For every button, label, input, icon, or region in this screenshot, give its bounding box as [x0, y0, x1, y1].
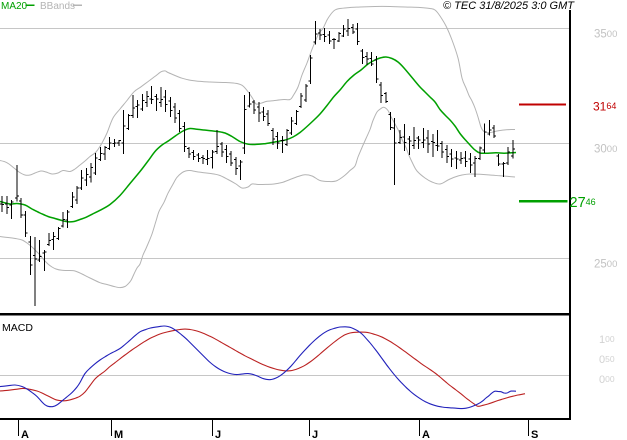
svg-text:MA20: MA20 [1, 1, 28, 12]
svg-text:050: 050 [599, 354, 615, 366]
svg-text:3500: 3500 [594, 29, 617, 41]
svg-text:M: M [114, 429, 123, 440]
svg-text:100: 100 [599, 334, 615, 346]
svg-text:MACD: MACD [2, 322, 33, 334]
svg-text:3164: 3164 [593, 100, 616, 114]
svg-text:3000: 3000 [594, 144, 617, 156]
svg-text:J: J [215, 429, 221, 440]
svg-text:S: S [531, 429, 538, 440]
svg-text:© TEC 31/8/2025 3:0 GMT: © TEC 31/8/2025 3:0 GMT [443, 0, 575, 12]
svg-text:J: J [312, 429, 318, 440]
svg-text:A: A [21, 429, 29, 440]
svg-text:2500: 2500 [594, 259, 617, 271]
svg-text:A: A [422, 429, 430, 440]
svg-text:000: 000 [599, 374, 615, 386]
svg-text:BBands: BBands [40, 1, 75, 12]
